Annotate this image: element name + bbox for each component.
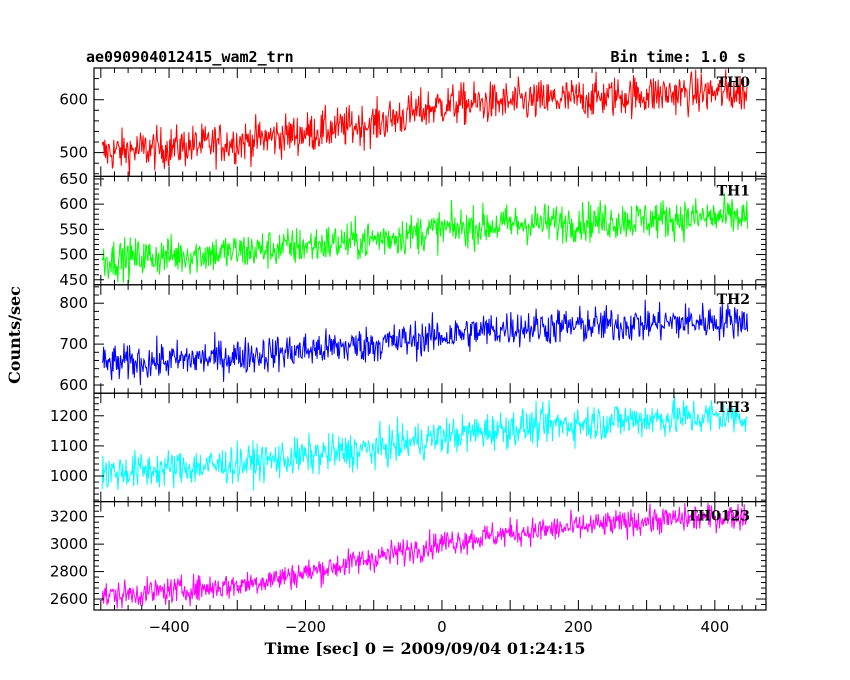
- y-tick-label: 1100: [50, 437, 88, 455]
- x-tick-label: −400: [148, 618, 189, 636]
- y-tick-label: 450: [59, 271, 88, 289]
- y-tick-label: 1000: [50, 467, 88, 485]
- y-tick-label: 600: [59, 376, 88, 394]
- series-th3: [101, 395, 748, 491]
- series-th2: [101, 299, 749, 386]
- panel-frame-th0: [93, 67, 767, 178]
- panel-frame-th3: [93, 392, 767, 503]
- x-tick-label: 400: [701, 618, 730, 636]
- y-tick-label: 3200: [50, 508, 88, 526]
- x-axis-label: Time [sec] 0 = 2009/09/04 01:24:15: [265, 639, 586, 658]
- series-th0123: [101, 502, 749, 609]
- x-tick-label: −200: [285, 618, 326, 636]
- y-tick-label: 700: [59, 335, 88, 353]
- x-tick-label: 0: [437, 618, 447, 636]
- bin-time-label: Bin time: 1.0 s: [611, 48, 746, 66]
- panel-label-th3: TH3: [717, 400, 750, 416]
- series-th1: [101, 193, 749, 283]
- y-tick-label: 3000: [50, 535, 88, 553]
- panel-label-th1: TH1: [717, 183, 750, 199]
- y-tick-label: 500: [59, 246, 88, 264]
- x-tick-label: 200: [564, 618, 593, 636]
- panel-label-th0: TH0: [717, 75, 751, 91]
- panel-label-th2: TH2: [717, 292, 750, 308]
- panel-label-th0123: TH0123: [687, 509, 750, 525]
- y-tick-label: 600: [59, 91, 88, 109]
- y-tick-label: 500: [59, 144, 88, 162]
- panels-group: 500 600 TH0 450 500 550 600 650 TH1 600 700 800 TH2 1…: [50, 67, 767, 636]
- series-th0: [101, 69, 748, 177]
- chart-title: ae090904012415_wam2_trn: [86, 48, 294, 66]
- y-tick-label: 650: [59, 170, 88, 188]
- panel-frame-th2: [93, 284, 767, 394]
- y-tick-label: 1200: [50, 407, 88, 425]
- panel-frame-th0123: [93, 501, 767, 611]
- y-tick-label: 2600: [50, 590, 88, 608]
- y-tick-label: 2800: [50, 563, 88, 581]
- y-tick-label: 800: [59, 294, 88, 312]
- y-tick-label: 550: [59, 220, 88, 238]
- y-tick-label: 600: [59, 195, 88, 213]
- y-axis-label: Counts/sec: [5, 286, 24, 384]
